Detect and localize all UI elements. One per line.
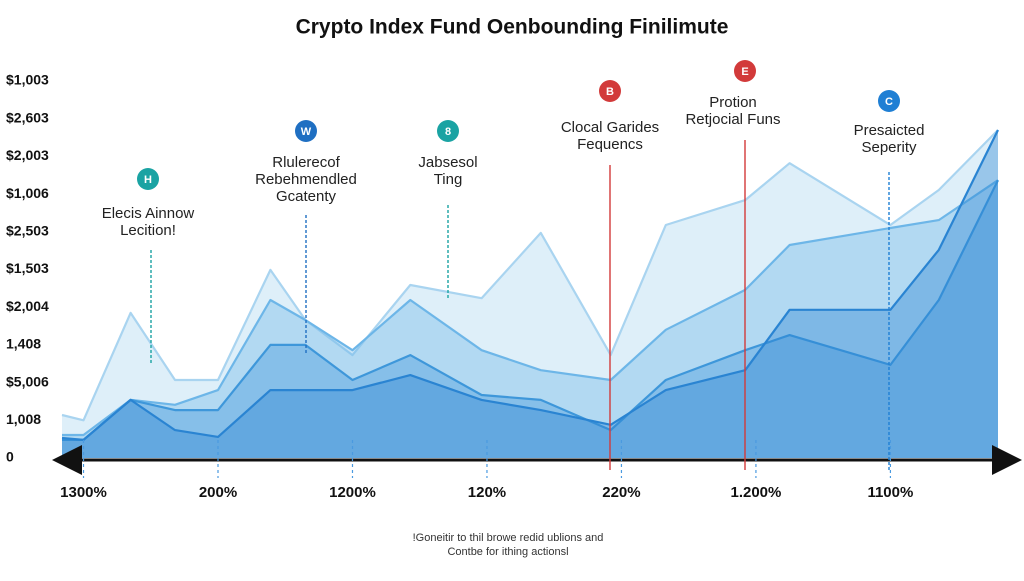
series-line	[62, 179, 999, 441]
annotation-text: Fequencs	[577, 136, 643, 153]
annotation-text: Presaicted	[854, 122, 925, 139]
annotation-icon	[137, 168, 159, 190]
annotation-icon	[295, 120, 317, 142]
annotation-text: Ting	[434, 171, 463, 188]
annotation-icon-label: E	[741, 66, 748, 78]
annotation-icon	[437, 120, 459, 142]
annotation-text: Rebehmendled	[255, 171, 357, 188]
annotation-text: Lecition!	[120, 222, 176, 239]
y-tick-label: $2,003	[6, 147, 49, 163]
y-tick-label: 0	[6, 449, 14, 465]
annotation-text: Retjocial Funs	[685, 111, 780, 128]
area-fill	[62, 130, 998, 458]
annotation-text: Jabsesol	[418, 154, 477, 171]
annotation-text: Elecis Ainnow	[102, 205, 195, 222]
areas	[61, 129, 999, 458]
series-line	[62, 179, 999, 437]
x-tick-label: 220%	[602, 484, 640, 501]
annotation-icon-label: W	[301, 126, 312, 138]
annotation-icon	[734, 60, 756, 82]
annotation-text: Protion	[709, 94, 757, 111]
annotation-text: Gcatenty	[276, 188, 337, 205]
y-tick-label: $2,004	[6, 298, 49, 314]
y-tick-label: 1,408	[6, 336, 41, 352]
chart-title: Crypto Index Fund Oenbounding Finilimute	[296, 16, 729, 39]
y-tick-label: $1,503	[6, 260, 49, 276]
x-tick-label: 200%	[199, 484, 237, 501]
x-tick-label: 1.200%	[730, 484, 781, 501]
annotation-icon-label: 8	[445, 126, 451, 138]
annotation-icon-label: C	[885, 96, 893, 108]
x-tick-label: 1100%	[867, 484, 913, 501]
annotation-icon	[599, 80, 621, 102]
annotation-icon-label: H	[144, 174, 152, 186]
series-line	[61, 129, 999, 422]
y-tick-label: $1,006	[6, 185, 49, 201]
y-tick-label: $5,006	[6, 373, 49, 389]
annotation-text: Seperity	[861, 139, 917, 156]
x-tick-label: 1300%	[60, 484, 107, 501]
area-fill	[62, 180, 998, 458]
y-tick-label: 1,008	[6, 411, 41, 427]
area-fill	[62, 130, 998, 458]
x-tick-label: 120%	[468, 484, 506, 501]
y-tick-label: $2,603	[6, 109, 49, 125]
annotation-text: Rlulerecof	[272, 154, 340, 171]
footnote: !Goneitir to thil browe redid ublions an…	[413, 532, 604, 544]
y-tick-label: $1,003	[6, 72, 49, 88]
annotation-icon	[878, 90, 900, 112]
annotation-icon-label: B	[606, 86, 614, 98]
area-fill	[62, 180, 998, 458]
y-tick-label: $2,503	[6, 223, 49, 239]
annotation-text: Clocal Garides	[561, 119, 659, 136]
series-line	[61, 129, 999, 441]
footnote: Contbe for ithing actionsl	[447, 546, 568, 558]
x-tick-label: 1200%	[329, 484, 376, 501]
